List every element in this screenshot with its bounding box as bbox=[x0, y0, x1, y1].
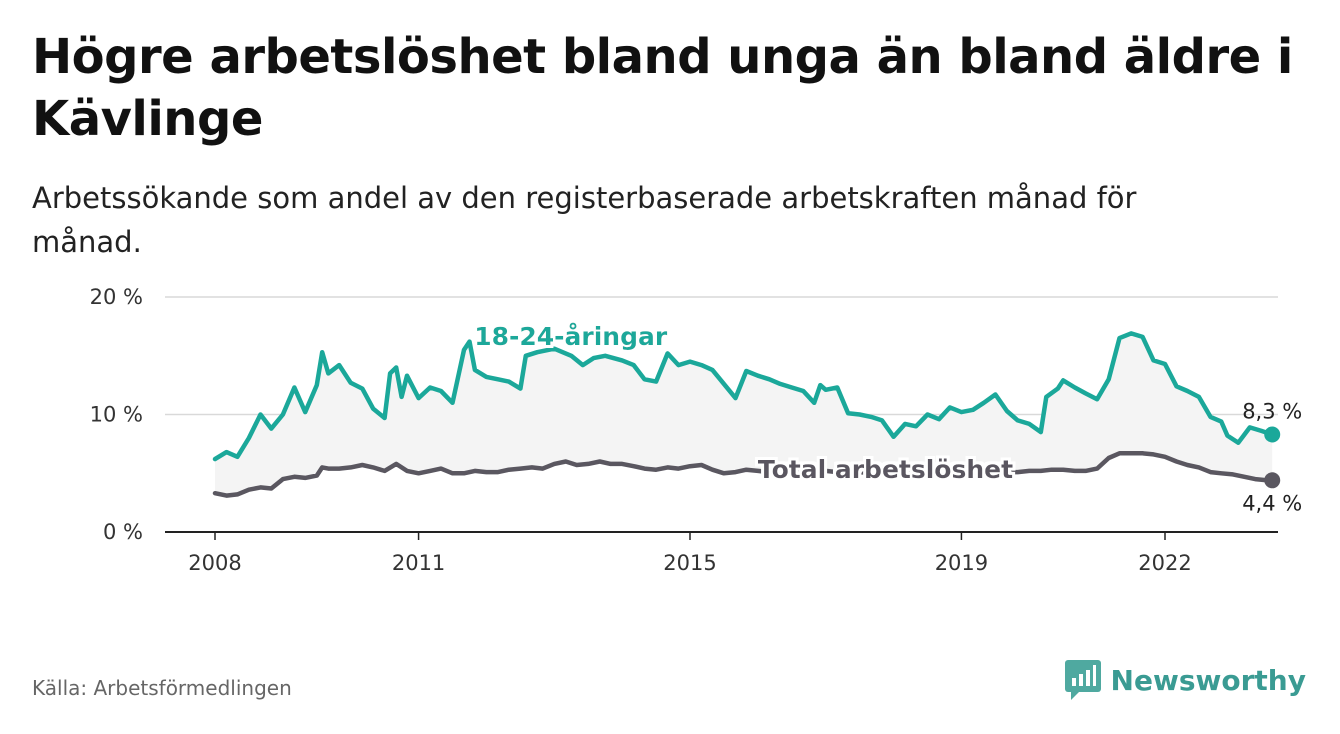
series-label-18-24: 18-24-åringar bbox=[474, 322, 668, 351]
end-marker-total bbox=[1264, 472, 1281, 489]
y-tick-label: 0 % bbox=[103, 520, 143, 544]
x-tick-label: 2011 bbox=[392, 551, 445, 575]
source-note: Källa: Arbetsförmedlingen bbox=[32, 676, 292, 700]
x-tick-label: 2015 bbox=[663, 551, 716, 575]
chart-subtitle: Arbetssökande som andel av den registerb… bbox=[32, 181, 1137, 259]
end-marker-18-24 bbox=[1264, 426, 1281, 443]
end-label-18-24: 8,3 % bbox=[1242, 399, 1302, 423]
x-tick-label: 2022 bbox=[1138, 551, 1191, 575]
brand-logo: Newsworthy bbox=[1064, 660, 1306, 700]
axes: 0 % 10 % 20 % 2008 2011 2015 2019 2022 bbox=[90, 285, 1278, 575]
brand-name: Newsworthy bbox=[1110, 663, 1306, 697]
y-tick-label: 10 % bbox=[90, 403, 143, 427]
newsworthy-logo-icon bbox=[1064, 660, 1101, 700]
x-tick-label: 2008 bbox=[188, 551, 241, 575]
end-label-total: 4,4 % bbox=[1242, 491, 1302, 515]
x-tick-label: 2019 bbox=[935, 551, 988, 575]
labels: 8,3 % 4,4 % 18-24-åringar Total arbetslöshe… bbox=[474, 322, 1302, 515]
series-label-total: Total arbetslöshet bbox=[758, 455, 1013, 484]
y-tick-label: 20 % bbox=[90, 285, 143, 309]
line-total bbox=[212, 451, 1275, 498]
line-18-24 bbox=[212, 331, 1275, 462]
series-lines bbox=[212, 331, 1275, 498]
chart-title: Högre arbetslöshet bland unga än bland ä… bbox=[32, 29, 1293, 147]
